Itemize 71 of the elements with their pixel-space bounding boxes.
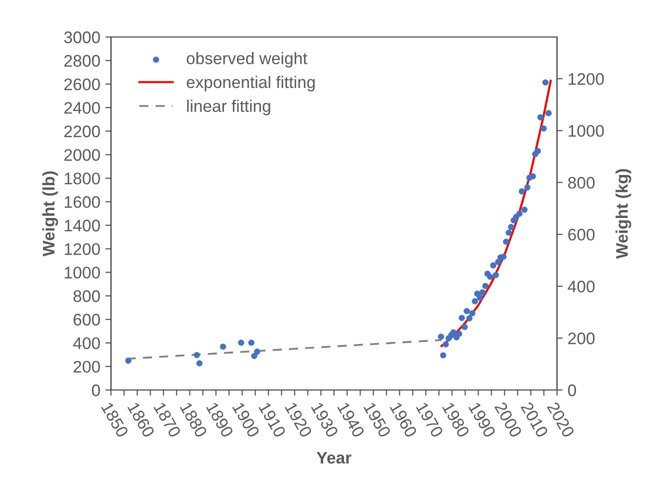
point [466,315,472,322]
y2-tick-label: 1000 [568,124,604,137]
point [248,340,254,346]
point [508,224,514,230]
point [450,329,456,336]
y-axis-title: Weight (lb) [42,171,58,256]
legend-label: linear fitting [187,100,270,116]
point [458,314,465,322]
y-tick-label: 1600 [64,196,100,208]
y-tick-label: 3000 [64,31,100,44]
point [487,274,494,280]
y2-tick-label: 1200 [568,73,604,85]
point [512,214,520,220]
point [492,272,499,278]
point [469,310,476,316]
y-tick-label: 600 [74,314,100,326]
y-tick-label: 2200 [64,126,100,138]
point [442,341,449,348]
y2-axis-title: Weight (kg) [616,169,632,259]
y2-tick-label: 400 [568,280,595,292]
y2-tick-label: 600 [568,228,595,241]
legend-label: observed weight [186,52,308,68]
point [456,330,462,337]
point [125,358,132,364]
y-tick-label: 2400 [64,102,100,114]
point [462,324,468,330]
point [194,352,200,358]
point [472,298,478,304]
point [534,148,541,154]
y-tick-label: 400 [73,337,100,350]
y2-tick-label: 200 [568,332,595,344]
y-tick-label: 800 [74,290,100,302]
point [254,348,260,355]
y-tick-label: 2800 [64,54,100,67]
point [495,258,502,266]
point [500,254,507,260]
point [542,79,549,86]
y-tick-label: 1400 [64,220,100,232]
point [516,210,523,217]
point [490,262,496,268]
point [503,238,510,245]
point [524,184,530,190]
y2-tick-label: 800 [568,176,595,189]
point [476,294,483,301]
point [440,352,446,358]
y-tick-label: 2000 [64,149,100,161]
y-tick-label: 1000 [64,266,100,279]
point [540,125,547,132]
y-tick-label: 0 [92,384,100,396]
point [438,334,444,340]
point [464,308,470,314]
point [220,344,226,350]
point [521,206,528,213]
y-tick-label: 2600 [64,78,100,90]
legend-label: exponential fitting [186,76,315,92]
point [530,173,536,180]
point [251,352,258,360]
y-tick-label: 200 [74,360,100,373]
y2-tick-label: 0 [568,384,576,396]
line-series [440,80,552,348]
point [506,230,512,236]
point [238,340,244,346]
x-axis-title: Year [316,452,352,464]
y-tick-label: 1800 [64,172,100,184]
point [546,110,552,116]
y-tick-label: 1200 [64,243,100,256]
point [482,282,488,290]
point [196,360,203,366]
point [518,188,525,194]
point [479,289,486,296]
point [537,114,544,120]
